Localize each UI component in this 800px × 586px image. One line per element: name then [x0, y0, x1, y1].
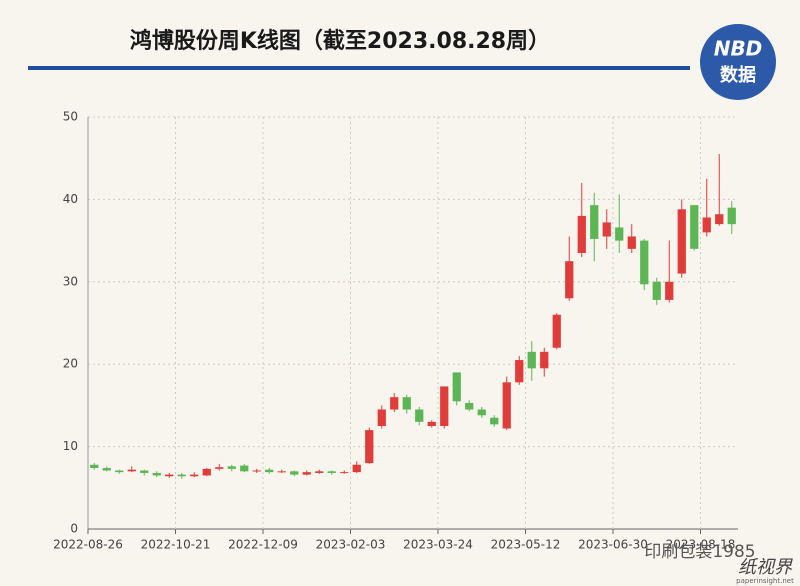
- candle-body: [390, 397, 399, 410]
- y-tick-label: 0: [70, 522, 78, 536]
- candle-body: [627, 236, 636, 249]
- candle-body: [702, 217, 711, 233]
- candle-body: [265, 469, 274, 473]
- candle-body: [302, 472, 311, 475]
- candle-body: [202, 468, 211, 476]
- title-underline: [28, 66, 690, 70]
- logo-circle: [700, 24, 776, 100]
- candle-body: [165, 474, 174, 477]
- candle-body: [515, 360, 524, 383]
- candle-body: [152, 472, 161, 476]
- x-tick-label: 2022-12-09: [228, 538, 298, 552]
- candle-body: [352, 464, 361, 473]
- candle-body: [465, 402, 474, 410]
- watermark-main: 印刷包装1985: [644, 542, 755, 562]
- logo-top: NBD: [714, 37, 763, 61]
- x-tick-label: 2023-03-24: [403, 538, 473, 552]
- candle-body: [640, 240, 649, 285]
- candle-body: [552, 314, 561, 348]
- x-tick-label: 2023-05-12: [491, 538, 561, 552]
- y-tick-label: 50: [63, 110, 78, 124]
- chart-title: 鸿博股份周K线图（截至2023.08.28周）: [130, 28, 550, 54]
- watermark-brand: 纸视界: [738, 557, 793, 578]
- candle-body: [340, 472, 349, 474]
- candle-body: [402, 397, 411, 410]
- candle-body: [677, 209, 686, 274]
- candle-body: [377, 409, 386, 426]
- candle-body: [602, 222, 611, 237]
- candle-body: [540, 351, 549, 369]
- candle-body: [365, 430, 374, 464]
- x-tick-label: 2022-10-21: [141, 538, 211, 552]
- candle-body: [440, 386, 449, 426]
- candle-body: [665, 281, 674, 300]
- plot: 0 10 20 30 40 50 2022-08-26 2022-10-21 2022-12-0…: [53, 110, 738, 552]
- candle-body: [240, 465, 249, 472]
- y-tick-label: 30: [63, 274, 78, 288]
- candle-body: [727, 207, 736, 225]
- x-tick-label: 2023-02-03: [316, 538, 386, 552]
- logo-bottom: 数据: [720, 64, 756, 86]
- candle-body: [615, 227, 624, 241]
- candle-body: [290, 471, 299, 475]
- candle-body: [277, 471, 286, 473]
- candle-body: [115, 470, 124, 473]
- candle-body: [327, 471, 336, 473]
- candle-body: [102, 468, 111, 471]
- candle-body: [90, 464, 99, 469]
- candle-body: [502, 382, 511, 429]
- candle-body: [590, 205, 599, 239]
- candle-body: [652, 281, 661, 300]
- candle-body: [477, 409, 486, 416]
- x-tick-label: 2022-08-26: [53, 538, 123, 552]
- y-tick-label: 10: [63, 439, 78, 453]
- candle-body: [215, 467, 224, 469]
- candle-body: [315, 471, 324, 473]
- candle-body: [690, 205, 699, 249]
- candle-body: [227, 466, 236, 469]
- x-tick-label: 2023-06-30: [578, 538, 648, 552]
- candle-body: [715, 214, 724, 225]
- y-tick-label: 40: [63, 192, 78, 206]
- candle-body: [490, 417, 499, 425]
- candle-body: [140, 470, 149, 473]
- candle-body: [427, 421, 436, 426]
- candle-body: [452, 372, 461, 402]
- candle-body: [565, 261, 574, 299]
- candle-body: [127, 469, 136, 472]
- candle-body: [190, 474, 199, 477]
- candle-body: [527, 351, 536, 369]
- candle-body: [252, 470, 261, 472]
- candle-body: [577, 215, 586, 253]
- x-tick-label: 2023-08-18: [666, 538, 736, 552]
- y-tick-label: 20: [63, 357, 78, 371]
- watermark-site: paperinsight.net: [736, 577, 794, 585]
- candle-body: [415, 409, 424, 422]
- candle-body: [177, 474, 186, 477]
